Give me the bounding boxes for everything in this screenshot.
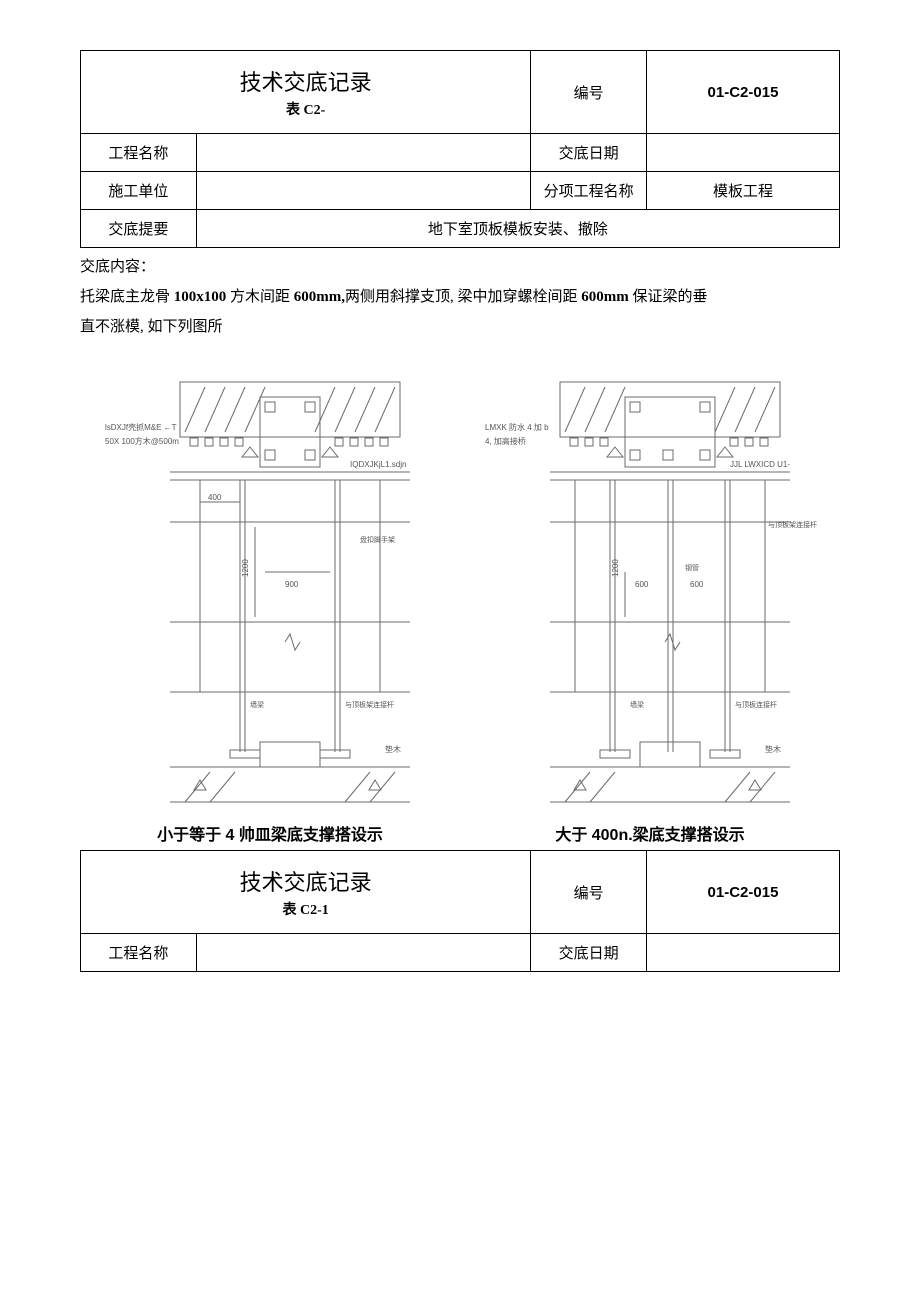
table2-subtitle: 表 C2-1: [91, 899, 520, 925]
table2-title: 技术交底记录: [91, 859, 520, 899]
table2-project-value: [196, 934, 530, 972]
svg-text:JJL LWXICD U1-: JJL LWXICD U1-: [730, 460, 790, 469]
svg-text:lsDXJf壳抓M&E ←T: lsDXJf壳抓M&E ←T: [105, 422, 177, 432]
table1-subitem-value: 模板工程: [647, 172, 840, 210]
svg-text:900: 900: [285, 580, 299, 589]
table2-number-value: 01-C2-015: [647, 851, 840, 934]
diagram-2-caption: 大于 400n.梁底支撑搭设示: [480, 821, 820, 845]
diagram-1-caption: 小于等于 4 帅皿梁底支撑搭设示: [100, 821, 440, 845]
svg-text:1200: 1200: [241, 559, 250, 577]
table1-project-value: [196, 134, 530, 172]
svg-text:钢管: 钢管: [685, 563, 699, 572]
table1-number-value: 01-C2-015: [647, 51, 840, 134]
table1-summary-value: 地下室顶板模板安装、撤除: [196, 210, 839, 248]
diagram-1: lsDXJf壳抓M&E ←T 50X 100方木@500m IQDXJKjL1.…: [100, 372, 440, 845]
table1-unit-label: 施工单位: [81, 172, 197, 210]
table1-number-label: 编号: [531, 51, 647, 134]
record-table-2: 技术交底记录 编号 01-C2-015 表 C2-1 工程名称 交底日期: [80, 850, 840, 972]
content-line2: 托梁底主龙骨 100x100 方木间距 600mm,两侧用斜撑支顶, 梁中加穿螺…: [80, 282, 840, 312]
table1-subtitle: 表 C2-: [91, 99, 520, 125]
svg-text:600: 600: [635, 580, 649, 589]
svg-text:50X 100方木@500m: 50X 100方木@500m: [105, 436, 179, 446]
svg-text:LMXK 防水 4 加 b: LMXK 防水 4 加 b: [485, 422, 549, 432]
record-table-1: 技术交底记录 编号 01-C2-015 表 C2- 工程名称 交底日期 施工单位…: [80, 50, 840, 248]
table2-project-label: 工程名称: [81, 934, 197, 972]
diagrams-container: lsDXJf壳抓M&E ←T 50X 100方木@500m IQDXJKjL1.…: [80, 372, 840, 845]
table1-title: 技术交底记录: [91, 59, 520, 99]
diagram-2: LMXK 防水 4 加 b 4, 加高接桥 JJL LWXICD U1- 与顶板…: [480, 372, 820, 845]
table2-date-value: [647, 934, 840, 972]
diagram-1-svg: lsDXJf壳抓M&E ←T 50X 100方木@500m IQDXJKjL1.…: [100, 372, 440, 812]
svg-text:垫木: 垫木: [765, 744, 781, 754]
content-line1: 交底内容：: [80, 252, 840, 282]
svg-text:垫木: 垫木: [385, 744, 401, 754]
table1-summary-label: 交底提要: [81, 210, 197, 248]
diagram-2-svg: LMXK 防水 4 加 b 4, 加高接桥 JJL LWXICD U1- 与顶板…: [480, 372, 820, 812]
svg-text:600: 600: [690, 580, 704, 589]
table1-unit-value: [196, 172, 530, 210]
content-block: 交底内容： 托梁底主龙骨 100x100 方木间距 600mm,两侧用斜撑支顶,…: [80, 252, 840, 342]
svg-text:盘扣脚手架: 盘扣脚手架: [360, 535, 395, 544]
svg-text:与顶板连接杆: 与顶板连接杆: [735, 700, 777, 709]
svg-text:400: 400: [208, 493, 222, 502]
svg-text:IQDXJKjL1.sdjn: IQDXJKjL1.sdjn: [350, 460, 406, 469]
svg-text:与顶板架连接杆: 与顶板架连接杆: [345, 700, 394, 709]
table1-subitem-label: 分项工程名称: [531, 172, 647, 210]
table1-project-label: 工程名称: [81, 134, 197, 172]
svg-text:与顶板架连接杆: 与顶板架连接杆: [768, 520, 817, 529]
svg-text:墙梁: 墙梁: [250, 700, 264, 709]
table2-date-label: 交底日期: [531, 934, 647, 972]
svg-text:4, 加高接桥: 4, 加高接桥: [485, 436, 526, 446]
svg-text:1200: 1200: [611, 559, 620, 577]
table2-number-label: 编号: [531, 851, 647, 934]
table1-date-value: [647, 134, 840, 172]
table1-date-label: 交底日期: [531, 134, 647, 172]
svg-text:墙梁: 墙梁: [630, 700, 644, 709]
content-line3: 直不涨模, 如下列图所: [80, 312, 840, 342]
